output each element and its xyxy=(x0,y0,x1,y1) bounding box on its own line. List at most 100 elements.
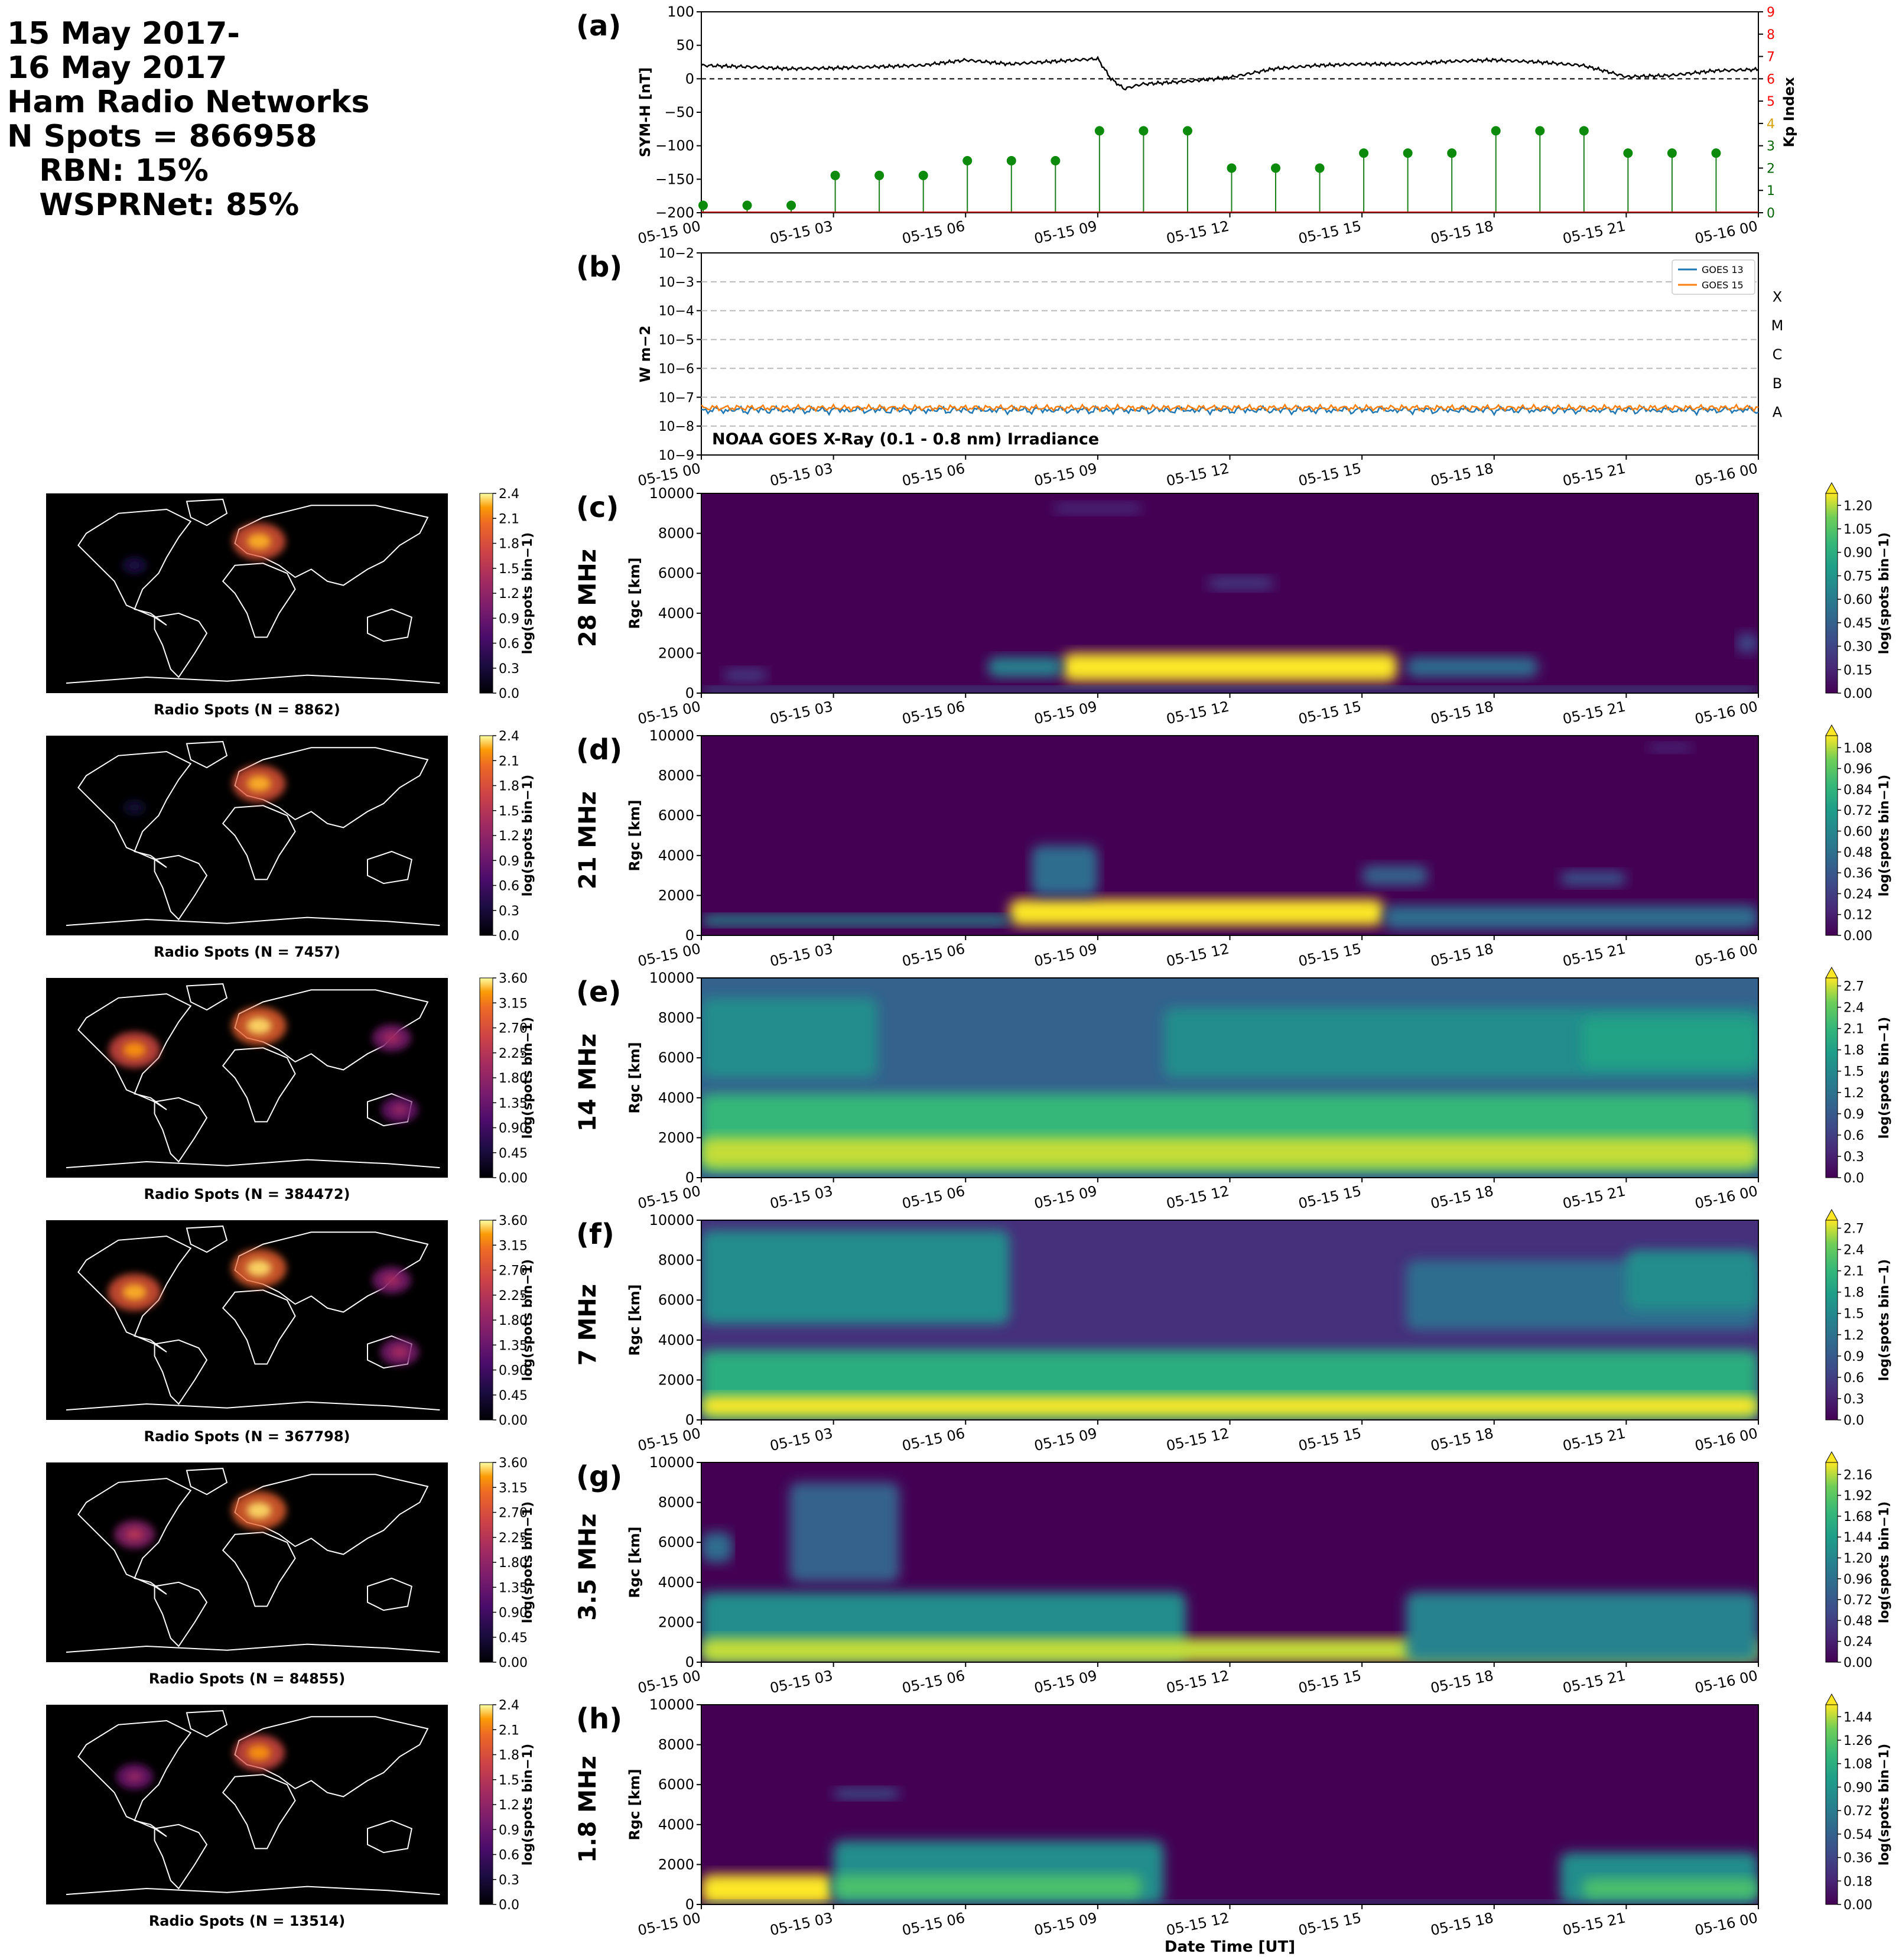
heatmap-colorbar-tick-label: 1.5 xyxy=(1843,1307,1864,1322)
heatmap-xtick-label: 05-15 00 xyxy=(636,1425,702,1454)
goes-ytick-label: 10−8 xyxy=(659,420,694,434)
map-colorbar-tick-label: 0.90 xyxy=(499,1122,528,1136)
heatmap-xtick-label: 05-16 00 xyxy=(1693,1182,1759,1212)
range-ytick-label: 6000 xyxy=(658,807,694,824)
continent-outline-australia xyxy=(367,608,412,642)
spot-hotspot-core-us xyxy=(122,1284,147,1301)
kp-marker xyxy=(742,200,752,210)
spot-hotspot-core-japan xyxy=(382,1032,401,1044)
map-colorbar-tick-label: 2.1 xyxy=(499,1723,519,1738)
map-colorbar-tick-label: 0.0 xyxy=(499,1898,519,1913)
continent-outline-australia xyxy=(367,1577,412,1611)
spot-map xyxy=(46,736,448,935)
heatmap xyxy=(701,1220,1759,1421)
goes-ytick-label: 10−2 xyxy=(659,246,694,261)
spot-map-background xyxy=(46,1705,448,1904)
header-line-3: Ham Radio Networks xyxy=(7,84,370,120)
goes-legend-label: GOES 15 xyxy=(1702,279,1744,291)
range-ytick-label: 4000 xyxy=(658,847,694,864)
range-ytick-label: 0 xyxy=(685,1896,694,1913)
range-ytick-label: 10000 xyxy=(649,485,694,502)
range-ytick-label: 4000 xyxy=(658,605,694,622)
heatmap-colorbar-tick-label: 0.6 xyxy=(1843,1371,1864,1386)
range-axis-label: Rgc [km] xyxy=(626,1284,643,1356)
panel-a-xtick-label: 05-15 12 xyxy=(1165,217,1230,247)
map-colorbar-tick-label: 3.15 xyxy=(499,996,528,1011)
heatmap xyxy=(701,493,1759,694)
heatmap-colorbar-tick-label: 0.30 xyxy=(1843,640,1872,655)
continent-outline-africa xyxy=(222,1047,296,1123)
spot-map xyxy=(46,1220,448,1420)
spot-map xyxy=(46,1462,448,1662)
heatmap-colorbar-tick-label: 0.00 xyxy=(1843,687,1872,701)
heatmap-xtick-label: 05-15 00 xyxy=(636,940,702,970)
heatmap-blob xyxy=(1560,871,1627,886)
heatmap-colorbar-label: log(spots bin−1) xyxy=(1877,1501,1892,1623)
spot-map-background xyxy=(46,1220,448,1420)
map-colorbar xyxy=(479,1704,493,1905)
band-row-21mhz: Radio Spots (N = 7457) 0.0 0.3 0.6 0.9 1.2 1.5… xyxy=(46,724,1892,970)
range-ytick-label: 6000 xyxy=(658,1292,694,1308)
spot-hotspot-core-us xyxy=(125,1528,144,1541)
kp-marker xyxy=(830,170,840,180)
heatmap-blob xyxy=(701,997,878,1078)
continent-outline-greenland xyxy=(186,1226,228,1253)
heatmap-colorbar-tick-label: 1.08 xyxy=(1843,1757,1872,1772)
heatmap-xtick-label: 05-15 00 xyxy=(636,1909,702,1939)
continent-outline-australia xyxy=(367,850,412,885)
heatmap-blob xyxy=(723,669,768,681)
band-label: 28 MHz xyxy=(574,549,601,647)
heatmap-blob xyxy=(701,1230,1010,1324)
continent-outline-samerica xyxy=(154,1581,208,1647)
heatmap-colorbar-tick-label: 0.60 xyxy=(1843,824,1872,839)
heatmap xyxy=(701,1462,1759,1663)
heatmap-xtick-label: 05-16 00 xyxy=(1693,698,1759,727)
map-colorbar xyxy=(479,1462,493,1663)
heatmap-xtick-label: 05-15 00 xyxy=(636,1182,702,1212)
heatmap-xtick-label: 05-16 00 xyxy=(1693,940,1759,970)
heatmap-colorbar-tick-label: 1.05 xyxy=(1843,522,1872,537)
map-colorbar xyxy=(479,493,493,694)
map-colorbar-tick-label: 2.1 xyxy=(499,512,519,526)
map-colorbar-label: log(spots bin−1) xyxy=(521,1744,535,1865)
map-colorbar-tick-label: 0.3 xyxy=(499,662,519,677)
heatmap-xtick-label: 05-15 06 xyxy=(900,940,966,970)
range-ytick-label: 10000 xyxy=(649,727,694,744)
range-ytick-label: 8000 xyxy=(658,525,694,542)
spot-hotspot-core-europe xyxy=(247,775,271,792)
range-ytick-label: 2000 xyxy=(658,645,694,661)
heatmap-blob xyxy=(833,1874,1142,1899)
panel-a-frame xyxy=(701,11,1759,213)
map-colorbar-tick-label: 2.70 xyxy=(499,1264,528,1279)
spot-hotspot-core-europe xyxy=(247,1745,271,1761)
spot-hotspot-core-australia xyxy=(391,1346,409,1358)
continent-outline-namerica xyxy=(77,1477,192,1595)
continent-outline-greenland xyxy=(186,983,228,1011)
band-label: 3.5 MHz xyxy=(574,1513,601,1620)
panel-b-label: (b) xyxy=(576,251,622,284)
range-ytick-label: 0 xyxy=(685,1169,694,1186)
kp-ytick-label: 7 xyxy=(1767,50,1775,65)
heatmap-colorbar-tick-label: 0.18 xyxy=(1843,1874,1872,1889)
heatmap-blob xyxy=(701,1396,1758,1416)
heatmap-xtick-label: 05-15 18 xyxy=(1429,940,1495,970)
map-caption: Radio Spots (N = 7457) xyxy=(154,944,340,960)
heatmap-colorbar-tick-label: 0.96 xyxy=(1843,762,1872,777)
heatmap-blob xyxy=(1582,1878,1758,1899)
map-colorbar-tick-label: 0.45 xyxy=(499,1146,528,1161)
header-line-4: N Spots = 866958 xyxy=(7,119,317,154)
kp-marker xyxy=(786,200,796,210)
heatmap-xtick-label: 05-15 21 xyxy=(1561,1425,1627,1454)
panel-b-xtick-label: 05-15 18 xyxy=(1429,460,1495,489)
panel-a-xtick-label: 05-15 03 xyxy=(769,217,834,247)
map-colorbar-tick-label: 1.2 xyxy=(499,587,519,602)
spot-hotspot-core-australia xyxy=(391,1104,408,1116)
heatmap-colorbar-tick-label: 0.12 xyxy=(1843,908,1872,923)
kp-ytick-label: 9 xyxy=(1767,5,1775,20)
range-axis-label: Rgc [km] xyxy=(626,1042,643,1113)
spot-map xyxy=(46,1705,448,1904)
continent-outline-australia xyxy=(367,1819,412,1854)
map-colorbar xyxy=(479,977,493,1178)
continent-outline-greenland xyxy=(186,499,228,526)
heatmap-colorbar-tick-label: 0.72 xyxy=(1843,1804,1872,1819)
